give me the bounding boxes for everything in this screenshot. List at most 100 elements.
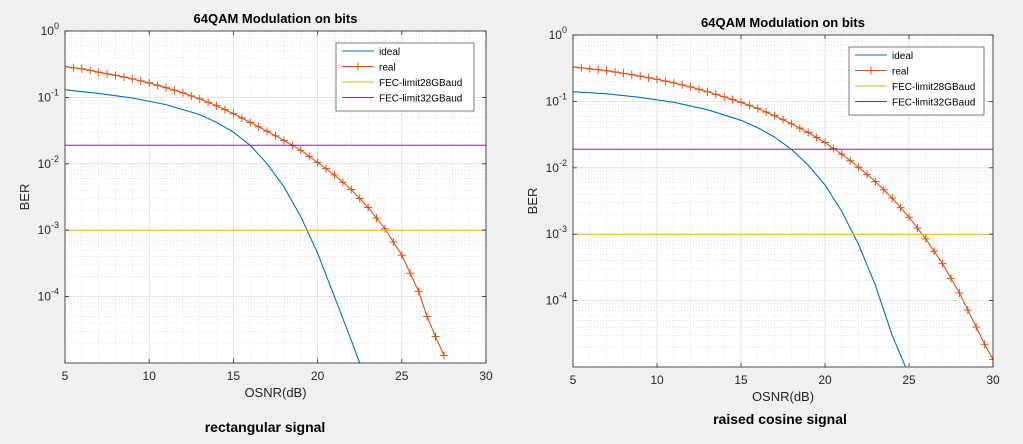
data-point-real <box>611 67 619 76</box>
legend-item: real <box>855 66 909 78</box>
data-point-real <box>594 65 603 74</box>
x-tick-label: 15 <box>734 373 748 387</box>
data-point-real <box>195 94 204 103</box>
x-tick-label: 25 <box>902 373 916 387</box>
x-axis-label: OSNR(dB) <box>752 389 814 404</box>
data-point-real <box>745 101 754 110</box>
data-point-real <box>947 274 955 283</box>
data-point-real <box>762 108 771 117</box>
data-point-real <box>795 124 804 133</box>
y-tick-label: 10-3 <box>546 224 567 241</box>
data-point-real <box>627 70 636 79</box>
data-point-real <box>695 85 703 94</box>
data-point-real <box>439 351 448 360</box>
legend-item: ideal <box>855 51 913 62</box>
data-point-real <box>153 81 162 90</box>
data-point-real <box>431 332 440 341</box>
data-point-real <box>955 289 964 298</box>
data-point-real <box>846 156 855 165</box>
data-point-real <box>128 74 137 83</box>
legend-item: FEC-limit32GBaud <box>855 98 975 109</box>
data-point-real <box>585 64 594 73</box>
x-tick-label: 25 <box>395 369 409 383</box>
data-point-real <box>229 109 238 118</box>
series-line-ideal <box>573 91 907 367</box>
data-point-real <box>414 287 423 296</box>
data-point-real <box>728 95 737 104</box>
data-point-real <box>119 73 128 82</box>
data-point-real <box>779 115 787 124</box>
data-point-real <box>888 194 897 203</box>
data-point-real <box>661 77 670 86</box>
data-point-real <box>653 75 661 84</box>
data-point-real <box>770 111 779 120</box>
data-point-real <box>804 128 813 137</box>
series-layer <box>573 62 993 367</box>
data-point-real <box>829 144 838 153</box>
data-point-real <box>896 203 905 212</box>
data-point-real <box>65 62 69 71</box>
data-point-real <box>863 170 871 179</box>
data-point-real <box>204 98 213 107</box>
data-point-real <box>178 88 187 97</box>
chart-1: 5 10 15 20 25 30 100 10-1 10-2 10-3 10-4 64QAM Modu… <box>17 11 493 435</box>
legend-box <box>335 42 475 112</box>
x-tick-label: 20 <box>818 373 832 387</box>
data-point-real <box>678 80 687 89</box>
x-tick-label: 5 <box>570 373 577 387</box>
grid <box>64 30 487 363</box>
data-point-real <box>686 82 695 91</box>
data-point-real <box>753 104 762 113</box>
data-point-real <box>305 152 314 161</box>
legend-item: FEC-limit28GBaud <box>342 78 462 89</box>
data-point-real <box>322 164 331 173</box>
legend-label: FEC-limit28GBaud <box>379 78 462 89</box>
data-point-real <box>220 105 229 114</box>
legend-item: FEC-limit32GBaud <box>342 94 462 105</box>
data-point-real <box>577 63 586 72</box>
chart-title: 64QAM Modulation on bits <box>194 11 358 26</box>
legend-item: FEC-limit28GBaud <box>855 82 975 93</box>
data-point-real <box>246 118 255 127</box>
data-point-real <box>871 177 880 186</box>
data-point-real <box>170 86 179 95</box>
y-axis-label: BER <box>525 188 540 215</box>
axes-box <box>572 34 994 368</box>
chart-caption: rectangular signal <box>205 419 326 435</box>
data-point-real <box>963 306 972 315</box>
x-tick-label: 15 <box>227 369 241 383</box>
series-layer <box>65 62 486 363</box>
legend-item: ideal <box>342 47 400 58</box>
data-point-real <box>94 68 103 77</box>
y-tick-label: 10-4 <box>546 291 567 308</box>
data-point-real <box>837 150 846 159</box>
data-point-real <box>821 138 829 147</box>
data-point-real <box>930 247 939 256</box>
data-point-real <box>787 119 796 128</box>
data-point-real <box>86 66 95 75</box>
legend: ideal real FEC-limit28GBaud FEC-limit32GBau… <box>848 46 985 116</box>
y-tick-label: 10-2 <box>38 154 59 171</box>
data-point-real <box>145 78 154 87</box>
data-point-real <box>237 114 246 123</box>
legend-item: real <box>342 62 396 74</box>
data-point-real <box>573 62 577 71</box>
data-point-real <box>162 83 171 92</box>
data-point-real <box>187 91 196 100</box>
data-point-real <box>372 214 381 223</box>
legend-label: real <box>379 63 396 74</box>
data-point-real <box>389 238 398 247</box>
data-point-real <box>921 234 930 243</box>
legend-label: ideal <box>379 47 400 58</box>
y-axis-label: BER <box>17 184 32 211</box>
data-point-real <box>355 194 364 203</box>
legend: ideal real FEC-limit28GBaud FEC-limit32GBau… <box>335 42 475 112</box>
chart-2: 5 10 15 20 25 30 100 10-1 10-2 10-3 10-4 64QAM Modu… <box>525 15 1000 427</box>
data-point-real <box>406 269 415 278</box>
x-tick-label: 30 <box>986 373 1000 387</box>
data-point-real <box>711 90 720 99</box>
y-tick-label: 10-1 <box>38 87 59 104</box>
legend-box <box>848 46 985 116</box>
legend-label: real <box>892 67 909 78</box>
